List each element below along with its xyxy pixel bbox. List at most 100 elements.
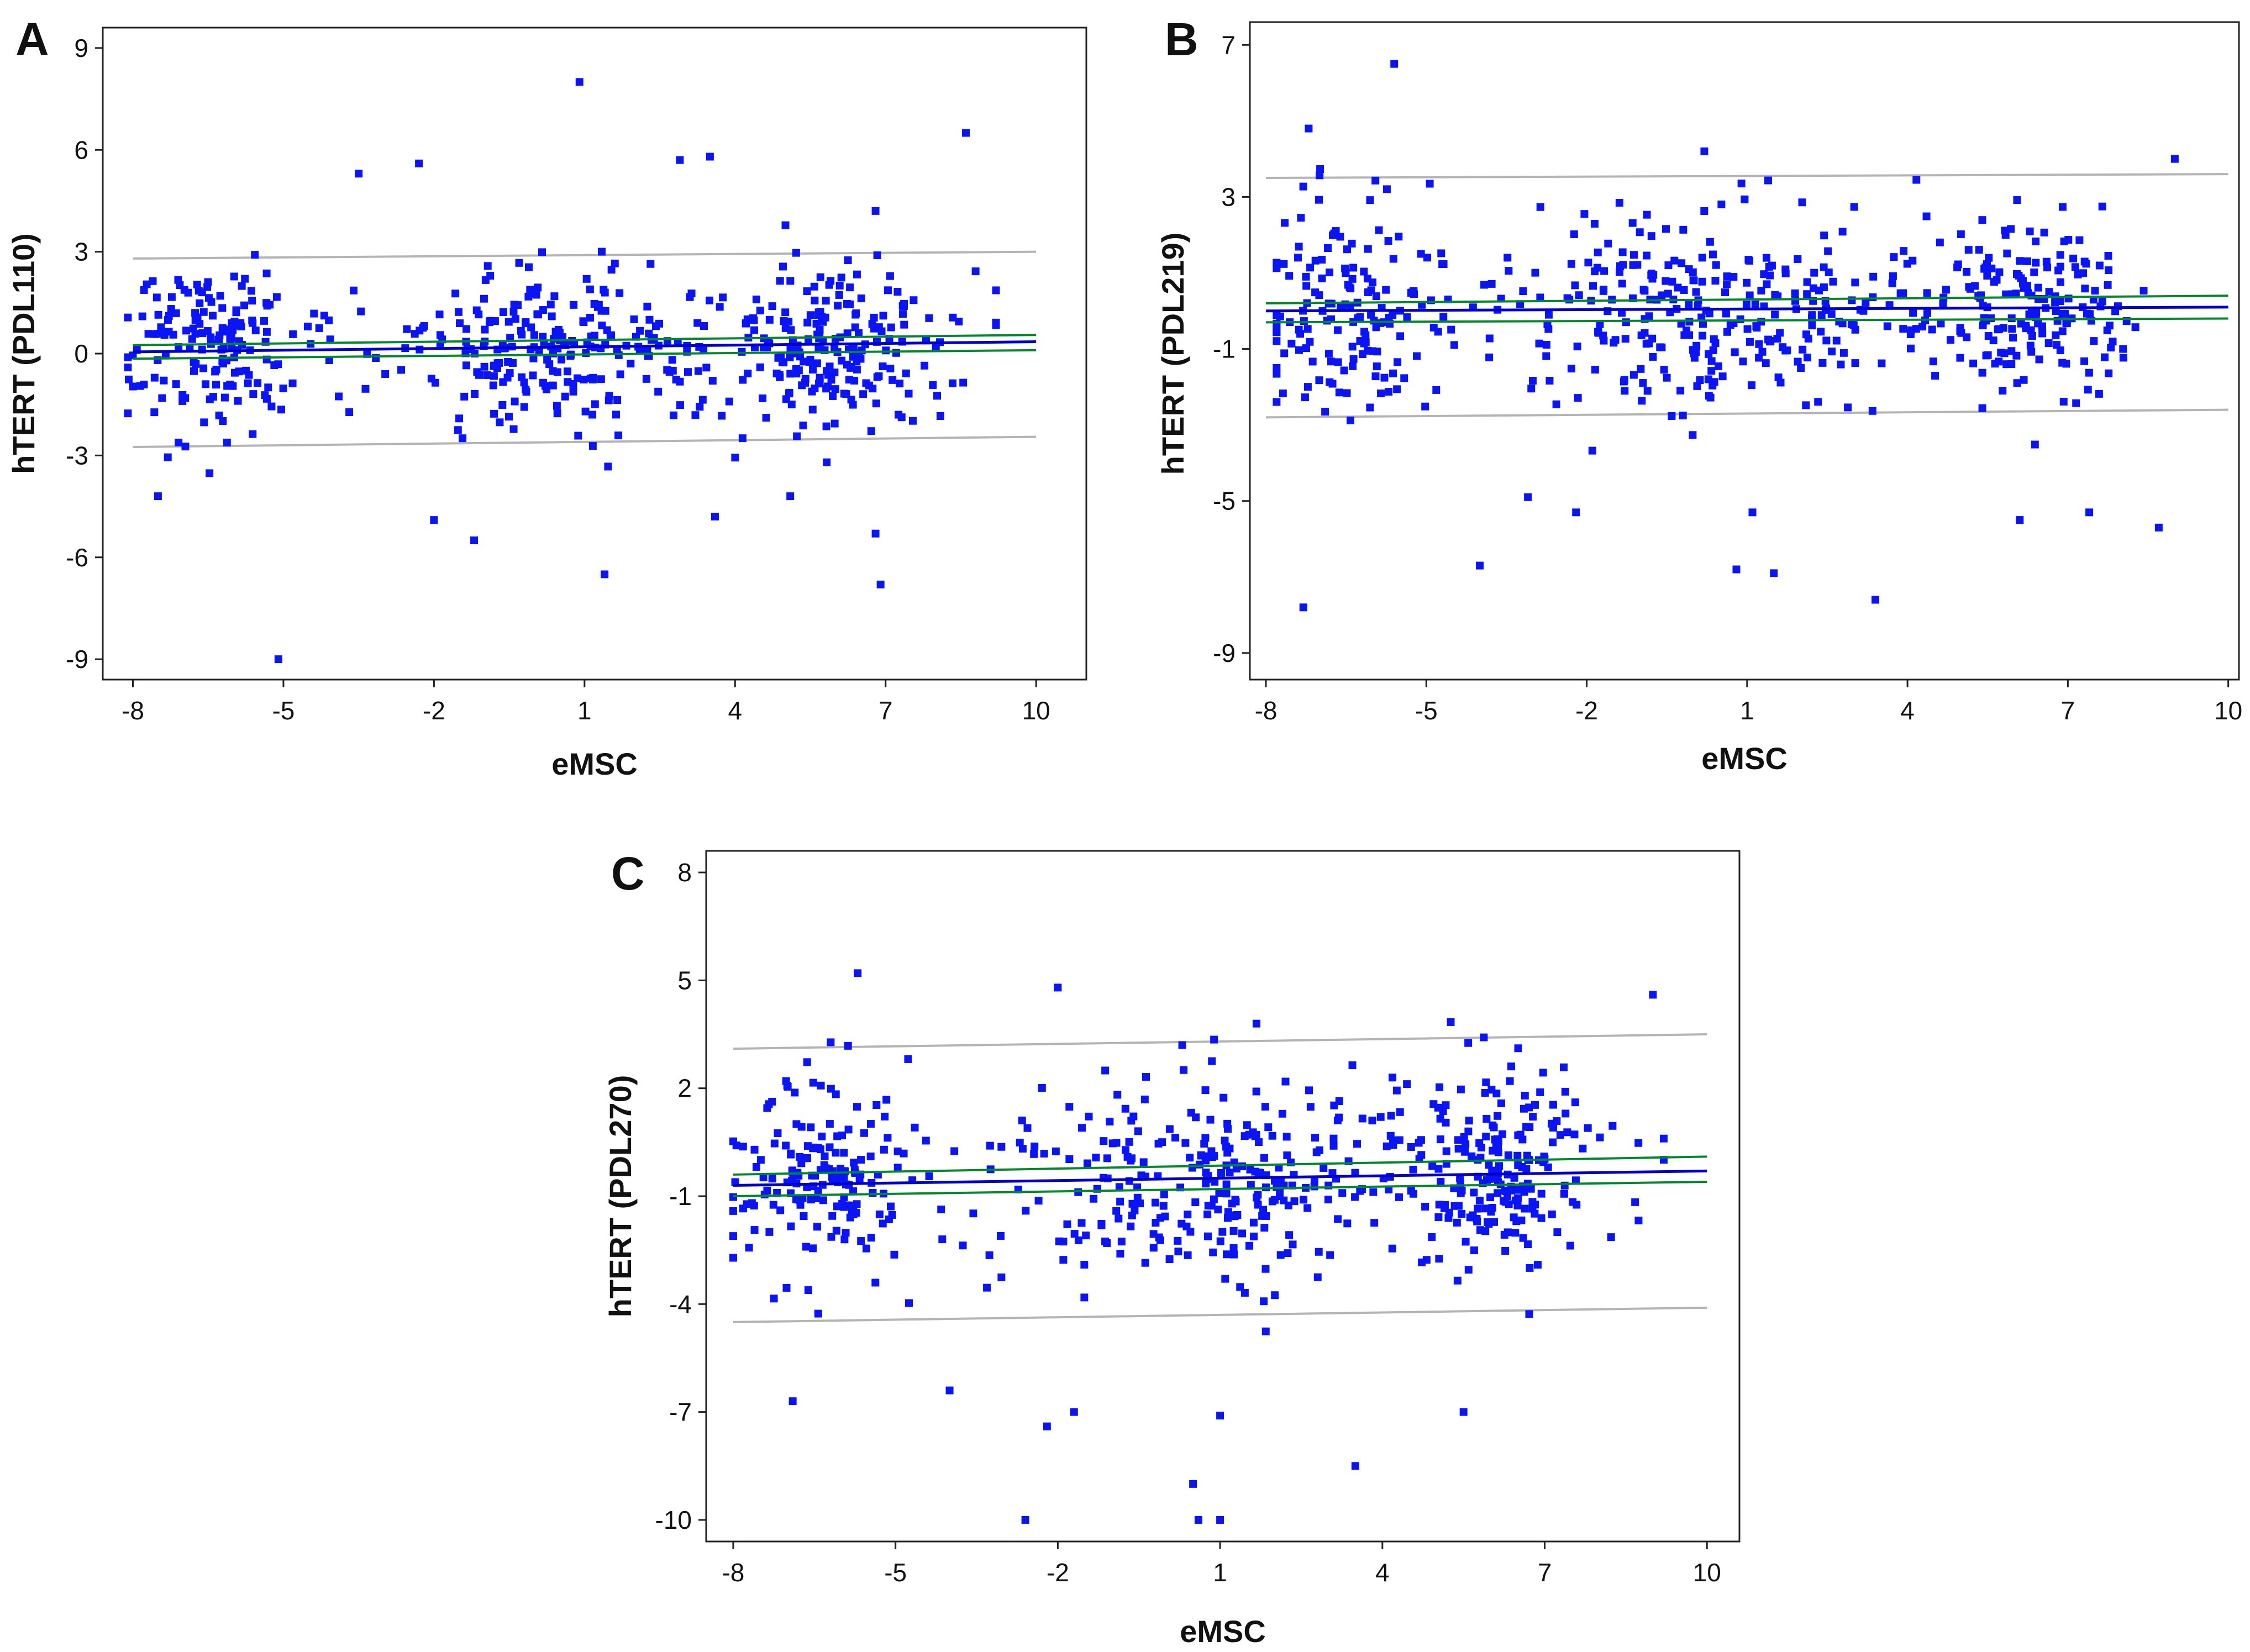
data-point: [559, 333, 567, 341]
data-point: [821, 1152, 829, 1160]
data-point: [1638, 397, 1646, 405]
data-point: [511, 397, 519, 406]
data-point: [355, 170, 363, 178]
data-point: [1589, 282, 1597, 290]
data-point: [1308, 357, 1317, 366]
data-point: [1252, 1130, 1260, 1139]
data-point: [1696, 376, 1704, 385]
data-point: [1260, 1224, 1269, 1232]
data-point: [1514, 1044, 1522, 1053]
data-point: [1718, 372, 1727, 381]
data-point: [1112, 1207, 1121, 1215]
data-point: [2098, 297, 2106, 306]
data-point: [1334, 358, 1342, 366]
data-point: [1368, 1117, 1376, 1125]
data-point: [1276, 1251, 1285, 1259]
data-point: [882, 1096, 891, 1104]
data-point: [1178, 1041, 1186, 1049]
data-point: [1303, 1204, 1312, 1212]
data-point: [1281, 1077, 1290, 1086]
data-point: [249, 319, 257, 327]
data-point: [235, 367, 243, 376]
data-point: [1928, 325, 1936, 334]
data-point: [2031, 440, 2039, 449]
data-point: [1372, 292, 1380, 301]
data-point: [2023, 257, 2031, 265]
data-point: [506, 334, 514, 342]
data-point: [997, 1273, 1006, 1281]
data-point: [1159, 1202, 1168, 1210]
data-point: [1540, 1153, 1548, 1161]
data-point: [1140, 1095, 1149, 1103]
data-point: [1506, 1077, 1514, 1085]
data-point: [149, 277, 157, 285]
data-point: [1486, 1193, 1495, 1201]
data-point: [938, 1235, 947, 1244]
data-point: [1342, 269, 1350, 277]
data-point: [1103, 1154, 1111, 1162]
data-point: [1668, 277, 1676, 286]
data-point: [1318, 274, 1326, 282]
data-point: [782, 1283, 791, 1292]
data-point: [1384, 237, 1392, 245]
data-point: [1389, 1136, 1397, 1144]
data-point: [816, 1166, 824, 1174]
data-point: [2038, 329, 2047, 338]
data-point: [1136, 1199, 1144, 1208]
data-point: [1616, 268, 1624, 276]
data-point: [2044, 339, 2053, 348]
data-point: [219, 417, 227, 425]
data-point: [1580, 210, 1589, 218]
data-point: [853, 270, 861, 278]
data-point: [1385, 388, 1393, 396]
data-point: [597, 375, 605, 383]
data-point: [739, 376, 747, 384]
data-point: [1311, 256, 1319, 265]
data-point: [2105, 369, 2113, 377]
data-point: [1142, 1073, 1150, 1081]
data-point: [1160, 1190, 1168, 1198]
data-point: [1483, 1176, 1491, 1184]
data-point: [833, 1132, 842, 1140]
data-point: [435, 311, 444, 319]
data-point: [601, 570, 609, 578]
data-point: [1191, 1198, 1200, 1207]
data-point: [1521, 1204, 1529, 1213]
data-point: [803, 318, 812, 327]
data-point: [809, 1143, 817, 1151]
data-point: [1324, 350, 1333, 358]
data-point: [160, 376, 168, 385]
data-point: [191, 309, 199, 317]
data-point: [1070, 1408, 1078, 1416]
data-point: [184, 288, 192, 297]
data-point: [1710, 378, 1718, 386]
data-point: [884, 286, 892, 294]
data-point: [1421, 402, 1429, 411]
data-point: [1453, 1276, 1462, 1285]
data-point: [1678, 259, 1686, 267]
data-point: [1794, 357, 1802, 366]
data-point: [1085, 1112, 1093, 1120]
data-point: [826, 1120, 834, 1128]
data-point: [1954, 260, 1962, 269]
data-point: [1436, 1135, 1444, 1144]
data-point: [2105, 266, 2113, 275]
data-point: [613, 396, 622, 404]
data-point: [315, 324, 323, 332]
data-point: [815, 380, 823, 388]
data-point: [828, 1212, 837, 1220]
data-point: [206, 469, 214, 477]
data-point: [1755, 340, 1763, 348]
data-point: [1300, 1196, 1308, 1204]
data-point: [825, 281, 833, 289]
data-point: [1222, 1190, 1231, 1198]
data-point: [543, 356, 551, 364]
data-point: [1487, 1208, 1495, 1216]
data-point: [274, 360, 282, 369]
data-point: [1639, 286, 1648, 294]
data-point: [1438, 260, 1447, 269]
data-point: [905, 1299, 913, 1307]
data-point: [1794, 255, 1802, 263]
data-point: [254, 379, 262, 387]
data-point: [902, 369, 910, 377]
